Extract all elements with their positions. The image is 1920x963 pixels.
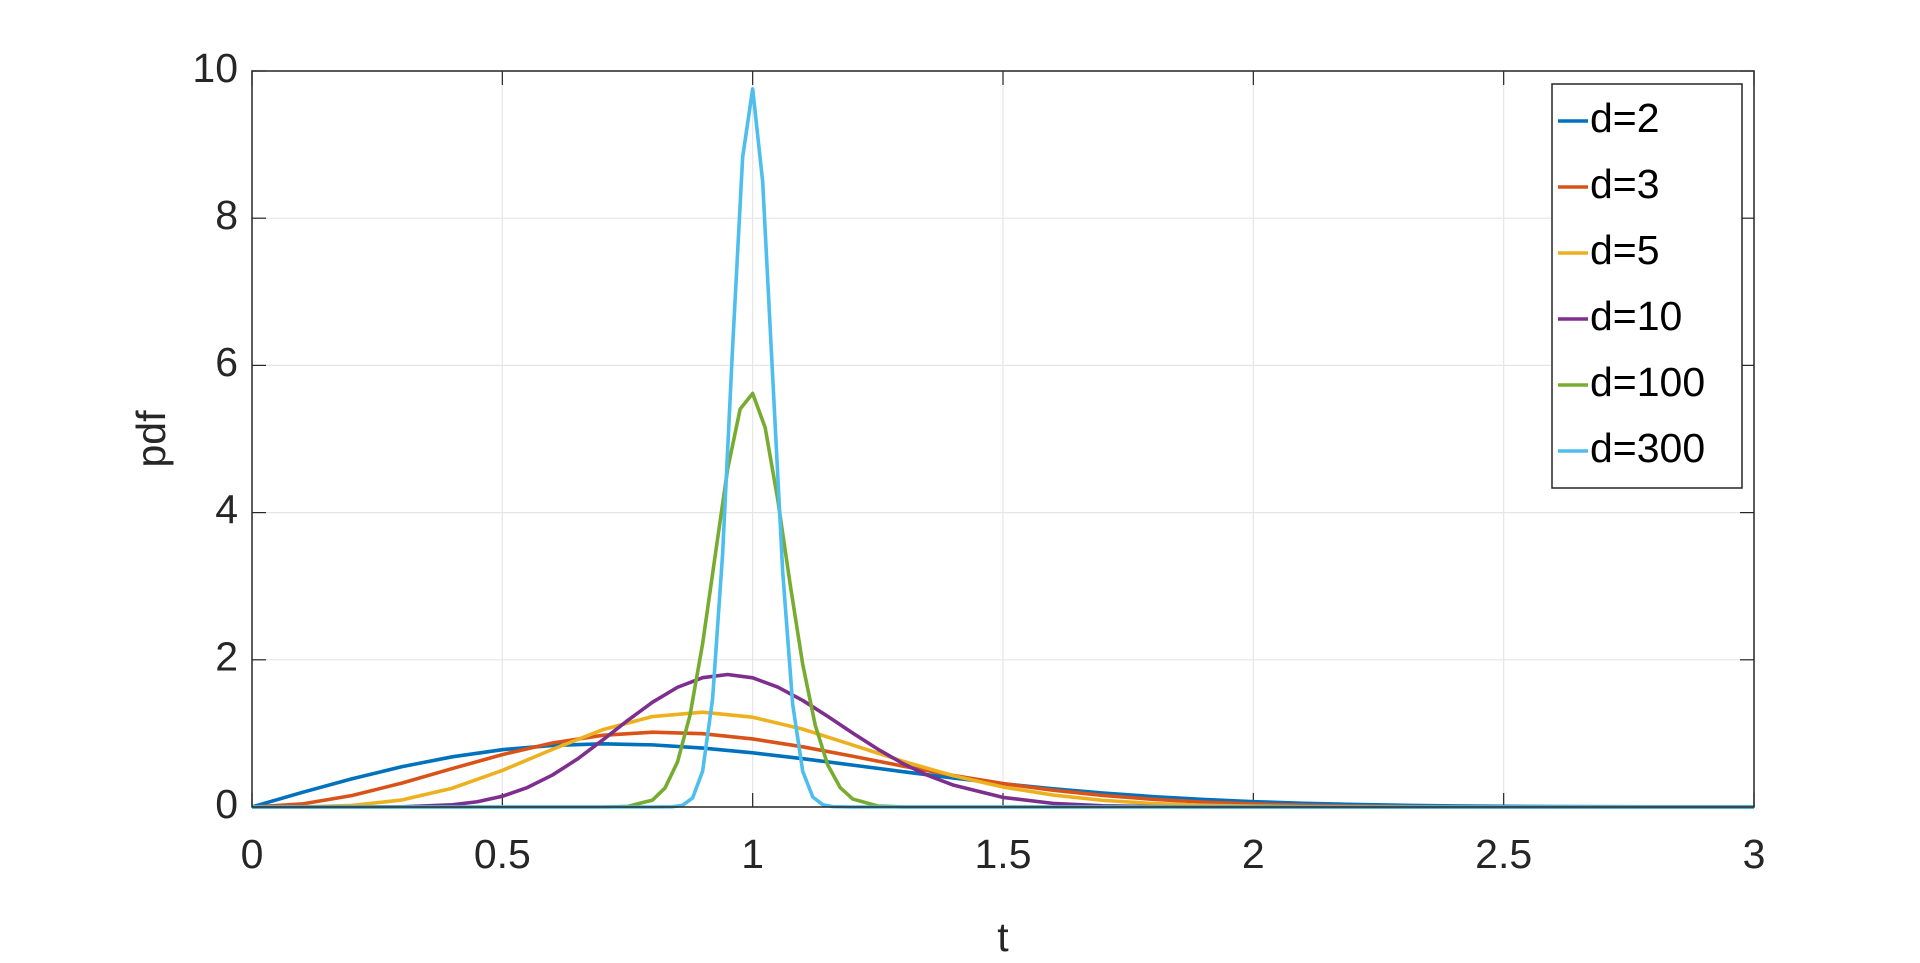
x-tick-label: 0 — [241, 831, 264, 877]
legend-label: d=100 — [1590, 359, 1705, 405]
data-line — [252, 672, 1754, 809]
legend-label: d=3 — [1590, 161, 1660, 207]
data-line — [252, 391, 1754, 809]
legend: d=2 d=3 d=5 d=10 d=100 d=300 — [1551, 83, 1743, 489]
axes-box — [251, 70, 1755, 808]
legend-label: d=2 — [1590, 95, 1660, 141]
x-tick-label: 3 — [1743, 831, 1766, 877]
legend-label: d=300 — [1590, 425, 1705, 471]
y-tick-label: 2 — [215, 634, 238, 680]
legend-label: d=10 — [1590, 293, 1682, 339]
data-line — [252, 87, 1754, 809]
x-tick-label: 2 — [1242, 831, 1265, 877]
y-tick-label: 8 — [215, 192, 238, 238]
y-tick-label: 10 — [192, 45, 238, 91]
y-tick-label: 6 — [215, 339, 238, 385]
legend-label: d=5 — [1590, 227, 1660, 273]
y-axis-label: pdf — [128, 410, 174, 468]
x-tick-label: 1.5 — [975, 831, 1032, 877]
y-tick-label: 4 — [215, 486, 238, 532]
x-tick-label: 2.5 — [1475, 831, 1532, 877]
x-tick-label: 0.5 — [474, 831, 531, 877]
x-axis-label: t — [997, 914, 1009, 960]
legend-box — [1551, 83, 1743, 489]
y-tick-label: 0 — [215, 781, 238, 827]
x-tick-label: 1 — [741, 831, 764, 877]
